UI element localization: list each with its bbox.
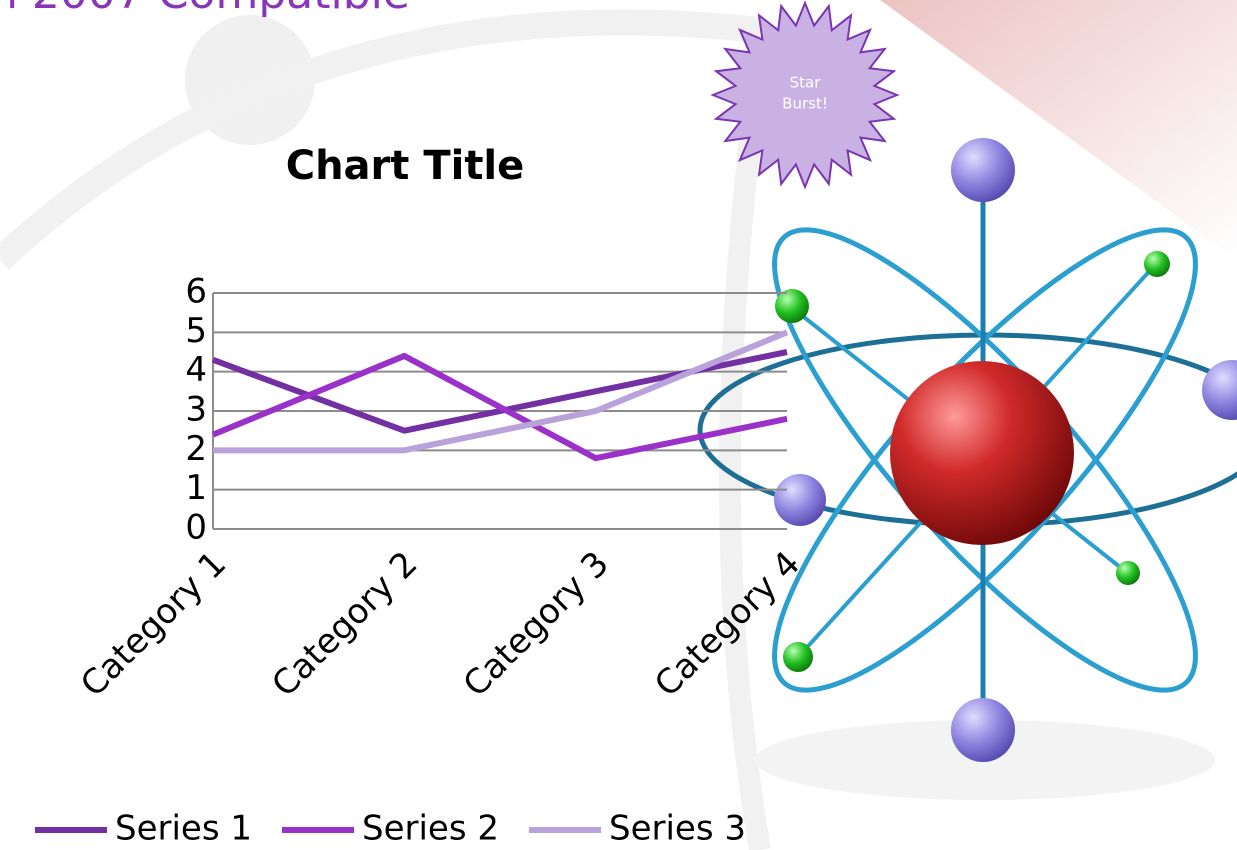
particle [783, 642, 813, 672]
starburst-text: Star [790, 74, 822, 92]
slide-title: n 2007 Compatible [0, 0, 410, 19]
chart-title: Chart Title [286, 143, 525, 189]
starburst-text: Burst! [782, 95, 828, 113]
starburst [710, 0, 900, 190]
particle [1144, 251, 1170, 277]
y-tick-label: 6 [185, 272, 207, 312]
series-line [211, 352, 788, 462]
electron [774, 474, 826, 526]
y-tick-label: 5 [185, 311, 207, 351]
series-line [213, 329, 789, 454]
particle [1116, 561, 1140, 585]
y-tick-label: 3 [185, 390, 207, 430]
legend-label: Series 1 [115, 809, 252, 849]
particle [775, 289, 809, 323]
legend-label: Series 2 [362, 809, 499, 849]
electron [1202, 360, 1237, 420]
electron [951, 138, 1015, 202]
atom-illustration [697, 138, 1237, 762]
y-tick-label: 4 [185, 350, 207, 390]
bg-arc [0, 9, 762, 270]
y-tick-label: 2 [185, 429, 207, 469]
bg-arc [719, 58, 771, 850]
corner-decoration [880, 0, 1237, 260]
nucleus [890, 361, 1074, 545]
legend-label: Series 3 [609, 809, 746, 849]
y-tick-label: 0 [185, 508, 207, 548]
y-tick-label: 1 [185, 468, 207, 508]
electron [951, 698, 1015, 762]
